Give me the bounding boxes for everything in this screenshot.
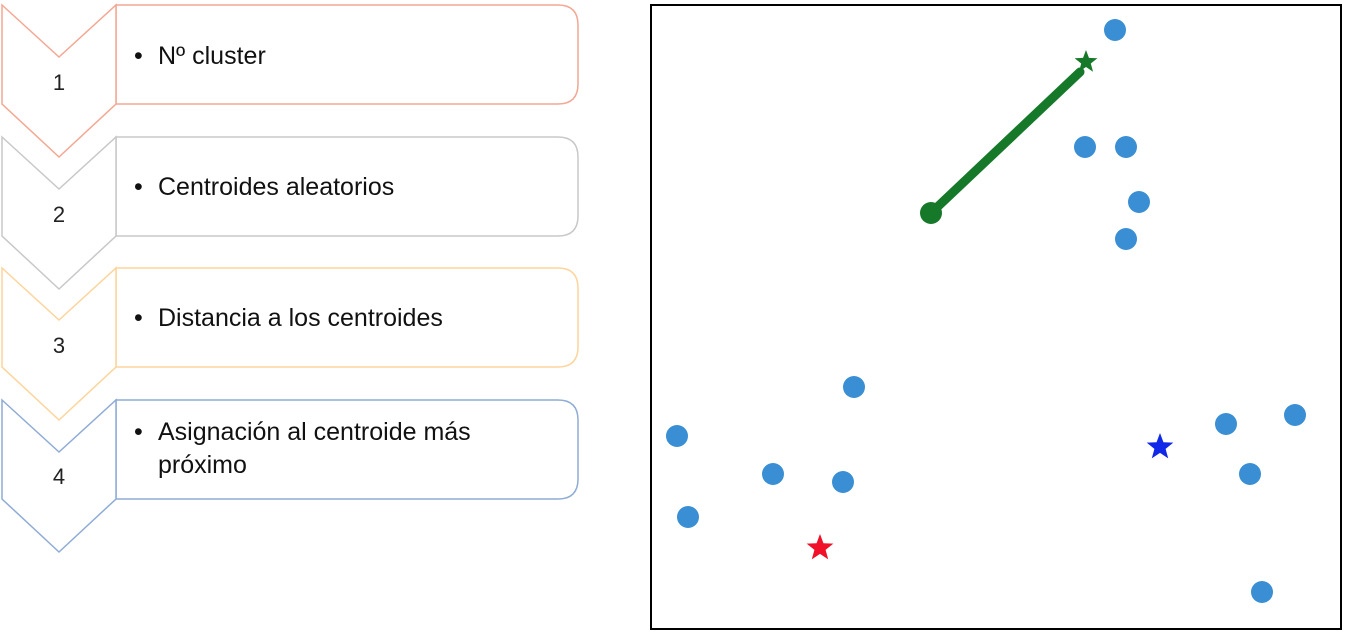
- distance-line-start-point: [920, 202, 942, 224]
- step-4-box: [115, 399, 579, 500]
- red-centroid-star-icon: [806, 534, 834, 560]
- step-3: 3: [1, 266, 579, 422]
- data-point: [1128, 191, 1150, 213]
- step-4-chevron: [1, 398, 117, 554]
- data-points: [666, 19, 1306, 603]
- step-1-number: 1: [53, 70, 65, 95]
- data-point: [1239, 463, 1261, 485]
- data-point: [677, 506, 699, 528]
- step-4-text: • Asignación al centroide más próximo: [134, 416, 554, 482]
- step-3-text: • Distancia a los centroides: [134, 302, 554, 335]
- step-3-number: 3: [53, 333, 65, 358]
- bullet-icon: •: [134, 304, 143, 332]
- data-point: [832, 471, 854, 493]
- step-4-number: 4: [53, 464, 65, 489]
- data-point: [843, 376, 865, 398]
- step-4: 4: [1, 398, 579, 554]
- bullet-icon: •: [134, 173, 143, 201]
- step-2-box: [115, 136, 579, 237]
- data-point: [1284, 404, 1306, 426]
- data-point: [1074, 136, 1096, 158]
- scatter-frame: [650, 4, 1342, 630]
- data-point: [1104, 19, 1126, 41]
- step-4-label: Asignación al centroide más próximo: [158, 418, 471, 479]
- bullet-icon: •: [134, 42, 143, 70]
- step-1-label: Nº cluster: [158, 42, 266, 70]
- distance-line: [926, 67, 1085, 218]
- step-3-chevron: [1, 266, 117, 422]
- data-point: [1115, 136, 1137, 158]
- data-point: [762, 463, 784, 485]
- step-1-box: [115, 4, 579, 105]
- green-centroid-star-icon: [1074, 50, 1098, 72]
- step-2-chevron: [1, 135, 117, 291]
- bullet-icon: •: [134, 418, 143, 446]
- step-1: 1: [1, 3, 579, 159]
- step-3-box: [115, 267, 579, 368]
- step-3-label: Distancia a los centroides: [158, 304, 443, 332]
- step-2-label: Centroides aleatorios: [158, 173, 395, 201]
- process-steps-diagram: 1 2 3 4: [1, 3, 579, 554]
- data-point: [1215, 413, 1237, 435]
- data-point: [666, 425, 688, 447]
- step-2-number: 2: [53, 202, 65, 227]
- step-2: 2: [1, 135, 579, 291]
- data-point: [1251, 581, 1273, 603]
- step-1-chevron: [1, 3, 117, 159]
- centroids: [806, 50, 1174, 560]
- step-1-text: • Nº cluster: [134, 40, 554, 73]
- data-point: [1115, 228, 1137, 250]
- blue-centroid-star-icon: [1146, 433, 1174, 459]
- step-2-text: • Centroides aleatorios: [134, 171, 554, 204]
